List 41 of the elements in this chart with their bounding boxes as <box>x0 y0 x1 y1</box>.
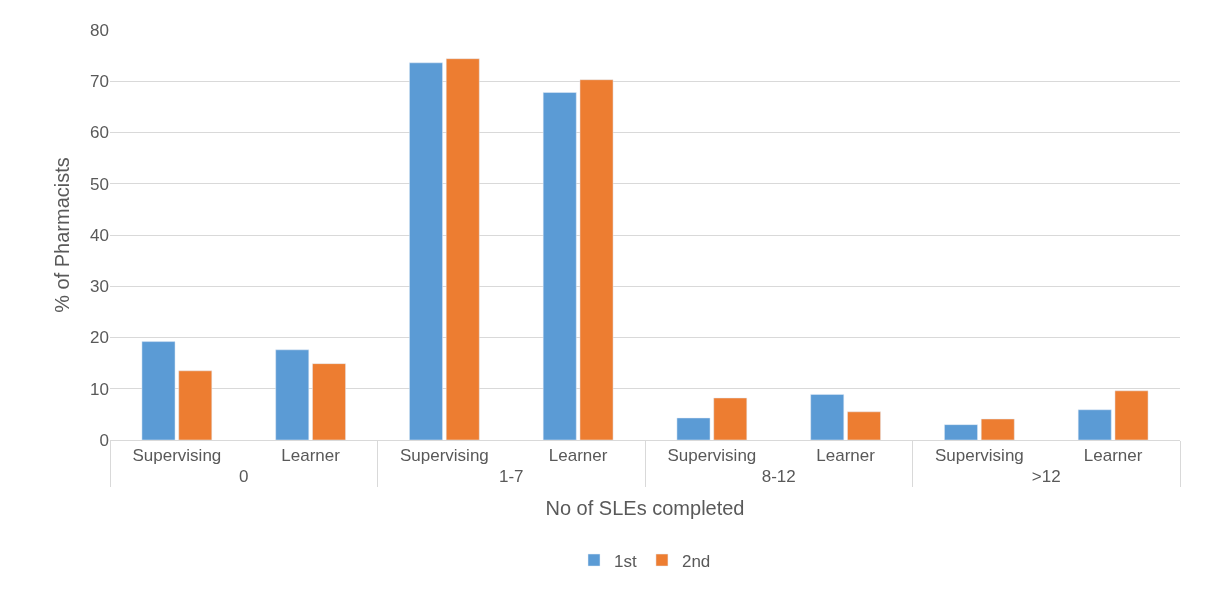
y-tick-label: 40 <box>90 225 109 245</box>
y-axis-title: % of Pharmacists <box>50 157 73 313</box>
x-tick-label: Supervising <box>399 446 489 466</box>
legend-label: 1st <box>614 551 637 571</box>
x-tick-label: Supervising <box>132 446 222 466</box>
y-tick-label: 80 <box>90 20 109 40</box>
x-tick-label: Supervising <box>934 446 1024 466</box>
bar <box>980 418 1015 440</box>
y-tick-label: 10 <box>90 379 109 399</box>
x-tick-label: Learner <box>1083 446 1143 466</box>
bar <box>944 424 978 440</box>
y-tick-label: 70 <box>90 72 109 92</box>
y-tick-label: 30 <box>90 277 109 297</box>
text: 0 <box>239 467 249 487</box>
bar <box>579 79 614 440</box>
x-tick-label: Learner <box>816 446 876 466</box>
y-tick-label: 20 <box>90 328 109 348</box>
bar <box>542 92 577 440</box>
bar <box>178 370 213 440</box>
bar <box>676 417 711 440</box>
text: >12 <box>1031 467 1061 487</box>
y-tick-label: 50 <box>90 174 109 194</box>
bar <box>810 394 845 440</box>
x-tick-label: Learner <box>281 446 341 466</box>
x-tick-label: Learner <box>548 446 608 466</box>
legend-label: 2nd <box>681 551 711 571</box>
text: 1-7 <box>498 467 524 487</box>
bar <box>847 411 881 440</box>
bar <box>445 58 480 440</box>
x-tick-label: Supervising <box>667 446 757 466</box>
text: 8-12 <box>761 467 796 487</box>
bar <box>713 397 748 440</box>
bar <box>1077 409 1112 440</box>
bar <box>409 62 443 440</box>
bar <box>141 341 176 440</box>
x-axis-title: No of SLEs completed <box>545 496 745 519</box>
y-tick-label: 0 <box>99 430 109 450</box>
bar <box>1114 390 1149 440</box>
bar <box>312 363 346 440</box>
y-tick-label: 60 <box>90 123 109 143</box>
bar <box>275 349 310 440</box>
